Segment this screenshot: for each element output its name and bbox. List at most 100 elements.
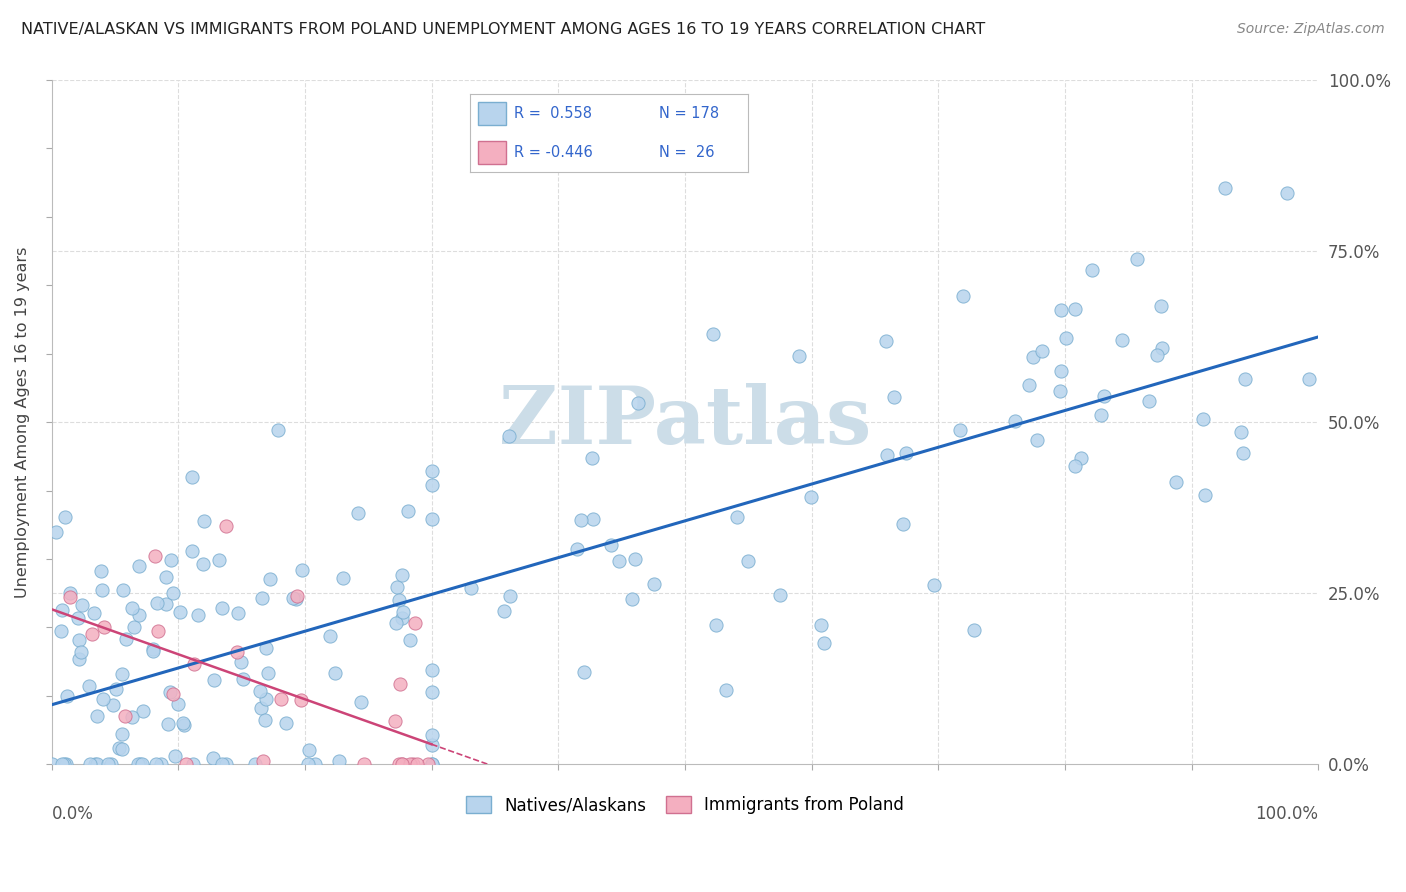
Point (1275, 186, 1298, 200)
Point (155, 597, 177, 611)
Point (716, 683, 738, 698)
Point (624, 551, 647, 566)
Point (202, 673, 225, 688)
Point (145, 757, 167, 772)
Point (105, 681, 128, 696)
Point (53, 757, 76, 772)
Text: NATIVE/ALASKAN VS IMMIGRANTS FROM POLAND UNEMPLOYMENT AMONG AGES 16 TO 19 YEARS : NATIVE/ALASKAN VS IMMIGRANTS FROM POLAND… (21, 22, 986, 37)
Point (49, 624, 72, 639)
Point (86, 757, 108, 772)
Point (181, 757, 204, 772)
Point (1146, 348, 1168, 362)
Point (114, 709, 136, 723)
Point (101, 698, 124, 712)
Point (893, 516, 915, 531)
Point (160, 553, 183, 567)
Point (1018, 378, 1040, 392)
Point (304, 757, 326, 772)
Point (883, 390, 905, 404)
Point (405, 757, 427, 772)
Point (875, 334, 897, 349)
Point (150, 757, 173, 772)
Point (581, 450, 603, 465)
Point (129, 757, 152, 772)
Point (69, 633, 91, 648)
Point (250, 591, 273, 606)
Point (111, 742, 134, 756)
Point (243, 757, 266, 772)
Text: 100.0%: 100.0% (1256, 805, 1319, 823)
Point (420, 757, 443, 772)
Point (173, 718, 195, 732)
Point (253, 714, 276, 728)
Point (1152, 341, 1174, 355)
Point (111, 666, 134, 681)
Point (70, 645, 93, 659)
Point (800, 491, 823, 505)
Point (84, 757, 107, 772)
Point (146, 596, 169, 610)
Point (627, 396, 650, 410)
Point (1194, 488, 1216, 502)
Point (122, 620, 145, 634)
Point (232, 672, 254, 686)
Point (162, 687, 184, 701)
Point (250, 701, 273, 715)
Point (79, 679, 101, 693)
Point (121, 709, 143, 723)
Point (157, 717, 180, 731)
Point (896, 446, 918, 460)
Point (1070, 450, 1092, 465)
Point (93, 619, 115, 633)
Point (1150, 299, 1173, 313)
Point (789, 349, 811, 363)
Point (391, 567, 413, 582)
Point (1026, 433, 1049, 447)
Point (404, 615, 426, 630)
Point (1298, 372, 1320, 386)
Point (270, 692, 292, 706)
Point (1192, 412, 1215, 426)
Point (59, 586, 82, 600)
Point (384, 615, 406, 630)
Legend: Natives/Alaskans, Immigrants from Poland: Natives/Alaskans, Immigrants from Poland (458, 789, 911, 821)
Point (810, 617, 832, 632)
Point (291, 563, 314, 577)
Point (115, 632, 138, 646)
Point (100, 757, 122, 772)
Point (267, 424, 290, 438)
Text: 0.0%: 0.0% (52, 805, 93, 823)
Point (211, 757, 233, 772)
Point (162, 585, 184, 599)
Point (226, 607, 249, 621)
Point (318, 629, 340, 643)
Point (643, 576, 665, 591)
Point (498, 428, 520, 442)
Point (167, 698, 190, 712)
Point (492, 604, 515, 618)
Point (90, 564, 112, 578)
Point (332, 571, 354, 585)
Point (1054, 331, 1077, 345)
Point (725, 509, 748, 524)
Point (86, 709, 108, 723)
Point (112, 583, 135, 598)
Point (131, 757, 153, 772)
Point (388, 593, 411, 607)
Point (82, 627, 104, 641)
Point (1164, 475, 1187, 490)
Point (569, 513, 592, 527)
Point (704, 618, 727, 632)
Text: ZIPatlas: ZIPatlas (499, 384, 872, 461)
Point (215, 757, 238, 772)
Point (737, 554, 759, 568)
Point (108, 741, 131, 756)
Point (111, 727, 134, 741)
Point (325, 666, 347, 681)
Point (142, 644, 165, 658)
Point (211, 601, 233, 615)
Point (384, 714, 406, 729)
Point (607, 554, 630, 568)
Point (353, 757, 375, 772)
Point (418, 757, 440, 772)
